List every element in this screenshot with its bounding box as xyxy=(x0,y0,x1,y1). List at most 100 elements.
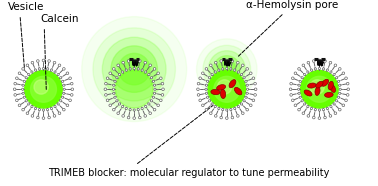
Circle shape xyxy=(226,68,228,70)
Circle shape xyxy=(160,77,162,80)
Circle shape xyxy=(234,107,236,110)
Circle shape xyxy=(28,73,30,76)
Text: Calcein: Calcein xyxy=(40,14,79,89)
Circle shape xyxy=(137,68,139,70)
Circle shape xyxy=(205,108,208,111)
Circle shape xyxy=(58,64,61,67)
Circle shape xyxy=(48,116,50,119)
Circle shape xyxy=(338,68,341,70)
Circle shape xyxy=(22,68,25,70)
Circle shape xyxy=(69,99,71,102)
Circle shape xyxy=(254,88,257,91)
Circle shape xyxy=(144,61,147,64)
Circle shape xyxy=(50,107,53,110)
Circle shape xyxy=(330,105,332,108)
Circle shape xyxy=(113,68,115,70)
Circle shape xyxy=(60,77,62,79)
Circle shape xyxy=(242,112,244,115)
Circle shape xyxy=(15,99,18,102)
Circle shape xyxy=(141,69,143,71)
Circle shape xyxy=(299,96,301,98)
Circle shape xyxy=(252,99,255,102)
Circle shape xyxy=(25,77,27,79)
Circle shape xyxy=(133,109,135,111)
Circle shape xyxy=(217,80,232,94)
Circle shape xyxy=(322,68,325,70)
Circle shape xyxy=(231,116,234,119)
Circle shape xyxy=(82,17,187,122)
Ellipse shape xyxy=(211,89,220,95)
Circle shape xyxy=(214,105,216,108)
Circle shape xyxy=(197,94,200,96)
Text: TRIMEB blocker: molecular regulator to tune permeability: TRIMEB blocker: molecular regulator to t… xyxy=(48,105,330,178)
Circle shape xyxy=(345,77,347,80)
Circle shape xyxy=(318,59,321,62)
Circle shape xyxy=(154,88,156,90)
Circle shape xyxy=(53,115,56,117)
Circle shape xyxy=(226,109,228,111)
Circle shape xyxy=(307,115,310,117)
Circle shape xyxy=(298,92,300,94)
Circle shape xyxy=(102,37,166,101)
Circle shape xyxy=(214,76,240,102)
Circle shape xyxy=(148,103,150,105)
Circle shape xyxy=(138,60,141,62)
Circle shape xyxy=(237,71,239,73)
Circle shape xyxy=(226,59,228,62)
Circle shape xyxy=(307,61,310,64)
Circle shape xyxy=(66,72,69,75)
Circle shape xyxy=(289,88,292,91)
Circle shape xyxy=(25,100,27,102)
Ellipse shape xyxy=(330,84,336,92)
Circle shape xyxy=(31,71,33,73)
Circle shape xyxy=(22,92,24,94)
Circle shape xyxy=(226,117,228,119)
Circle shape xyxy=(153,68,156,70)
Circle shape xyxy=(50,69,53,71)
Circle shape xyxy=(137,109,139,111)
Circle shape xyxy=(318,109,321,111)
Circle shape xyxy=(314,68,316,70)
Circle shape xyxy=(114,96,116,98)
Circle shape xyxy=(149,64,152,67)
Ellipse shape xyxy=(217,85,226,90)
Circle shape xyxy=(240,103,243,105)
Circle shape xyxy=(46,68,49,70)
Circle shape xyxy=(18,104,21,107)
Circle shape xyxy=(322,109,325,111)
Circle shape xyxy=(242,64,244,67)
Circle shape xyxy=(122,61,124,64)
Circle shape xyxy=(70,94,73,96)
Circle shape xyxy=(339,84,341,86)
Circle shape xyxy=(23,80,25,82)
Circle shape xyxy=(157,72,160,75)
Circle shape xyxy=(57,73,59,76)
Ellipse shape xyxy=(220,89,226,99)
Circle shape xyxy=(307,71,309,73)
Circle shape xyxy=(38,68,40,70)
Circle shape xyxy=(129,68,131,70)
Circle shape xyxy=(290,94,293,96)
Circle shape xyxy=(206,80,209,82)
Circle shape xyxy=(34,80,48,94)
Circle shape xyxy=(294,72,297,75)
Circle shape xyxy=(291,99,294,102)
Circle shape xyxy=(314,109,316,111)
Circle shape xyxy=(211,103,213,105)
Circle shape xyxy=(347,88,350,91)
Circle shape xyxy=(220,116,223,119)
Circle shape xyxy=(71,88,74,91)
Circle shape xyxy=(197,82,200,85)
Circle shape xyxy=(208,100,211,102)
Circle shape xyxy=(62,68,65,70)
Circle shape xyxy=(234,69,236,71)
Circle shape xyxy=(42,59,45,62)
Circle shape xyxy=(342,104,345,107)
Circle shape xyxy=(290,82,293,85)
Circle shape xyxy=(152,96,155,98)
Circle shape xyxy=(333,103,335,105)
Circle shape xyxy=(220,60,223,62)
Circle shape xyxy=(38,109,40,111)
Circle shape xyxy=(162,88,164,91)
Ellipse shape xyxy=(315,87,320,95)
